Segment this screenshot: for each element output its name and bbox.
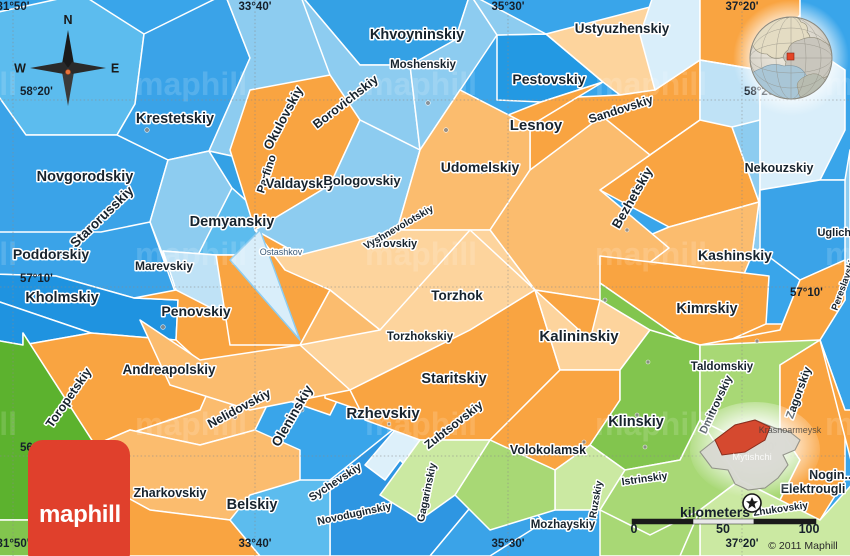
svg-text:Kimrskiy: Kimrskiy	[676, 301, 737, 317]
svg-text:Kholmskiy: Kholmskiy	[25, 290, 98, 306]
svg-text:© 2011 Maphill: © 2011 Maphill	[768, 540, 837, 552]
svg-text:Belskiy: Belskiy	[227, 497, 278, 513]
svg-text:Lesnoy: Lesnoy	[510, 117, 563, 134]
svg-text:Zharkovskiy: Zharkovskiy	[134, 486, 207, 500]
svg-text:Kashinskiy: Kashinskiy	[698, 247, 772, 263]
svg-text:Novgorodskiy: Novgorodskiy	[37, 169, 134, 185]
svg-text:Kalininskiy: Kalininskiy	[539, 328, 619, 345]
svg-text:Demyanskiy: Demyanskiy	[190, 214, 275, 230]
svg-text:Mytishchi: Mytishchi	[732, 452, 772, 463]
svg-text:100: 100	[799, 522, 820, 536]
svg-text:Udomelskiy: Udomelskiy	[441, 159, 520, 175]
svg-text:Staritskiy: Staritskiy	[421, 371, 486, 387]
svg-text:Marevskiy: Marevskiy	[135, 259, 193, 273]
svg-text:Torzhokskiy: Torzhokskiy	[387, 331, 454, 343]
svg-text:Penovskiy: Penovskiy	[161, 303, 230, 319]
svg-text:Bologovskiy: Bologovskiy	[323, 173, 401, 188]
svg-text:Volokolamsk: Volokolamsk	[510, 443, 586, 457]
svg-text:Andreapolskiy: Andreapolskiy	[122, 362, 216, 377]
svg-text:Ostashkov: Ostashkov	[260, 247, 303, 257]
svg-text:Klinskiy: Klinskiy	[608, 414, 664, 430]
svg-text:Taldomskiy: Taldomskiy	[691, 361, 754, 373]
svg-text:Nekouzskiy: Nekouzskiy	[745, 161, 814, 175]
svg-text:Khvoyninskiy: Khvoyninskiy	[370, 27, 464, 43]
svg-text:maphill: maphill	[39, 501, 121, 528]
svg-text:Krestetskiy: Krestetskiy	[136, 111, 214, 127]
svg-text:E: E	[111, 62, 119, 76]
svg-text:0: 0	[631, 522, 638, 536]
svg-text:Nogin...: Nogin...	[809, 468, 850, 482]
svg-text:Rzhevskiy: Rzhevskiy	[346, 405, 420, 422]
svg-text:N: N	[63, 13, 72, 27]
svg-text:Krasnoarmeysk: Krasnoarmeysk	[759, 425, 822, 435]
svg-text:Torzhok: Torzhok	[431, 288, 483, 303]
svg-text:W: W	[14, 62, 26, 76]
svg-text:50: 50	[716, 522, 730, 536]
svg-text:Pestovskiy: Pestovskiy	[512, 71, 585, 87]
svg-text:Ustyuzhenskiy: Ustyuzhenskiy	[575, 21, 670, 36]
svg-text:Mozhayskiy: Mozhayskiy	[531, 519, 596, 531]
svg-text:Poddorskiy: Poddorskiy	[13, 246, 89, 262]
svg-text:Moshenskiy: Moshenskiy	[390, 59, 456, 71]
svg-text:kilometers: kilometers	[680, 504, 750, 520]
svg-text:Uglichskiy: Uglichskiy	[817, 227, 850, 239]
